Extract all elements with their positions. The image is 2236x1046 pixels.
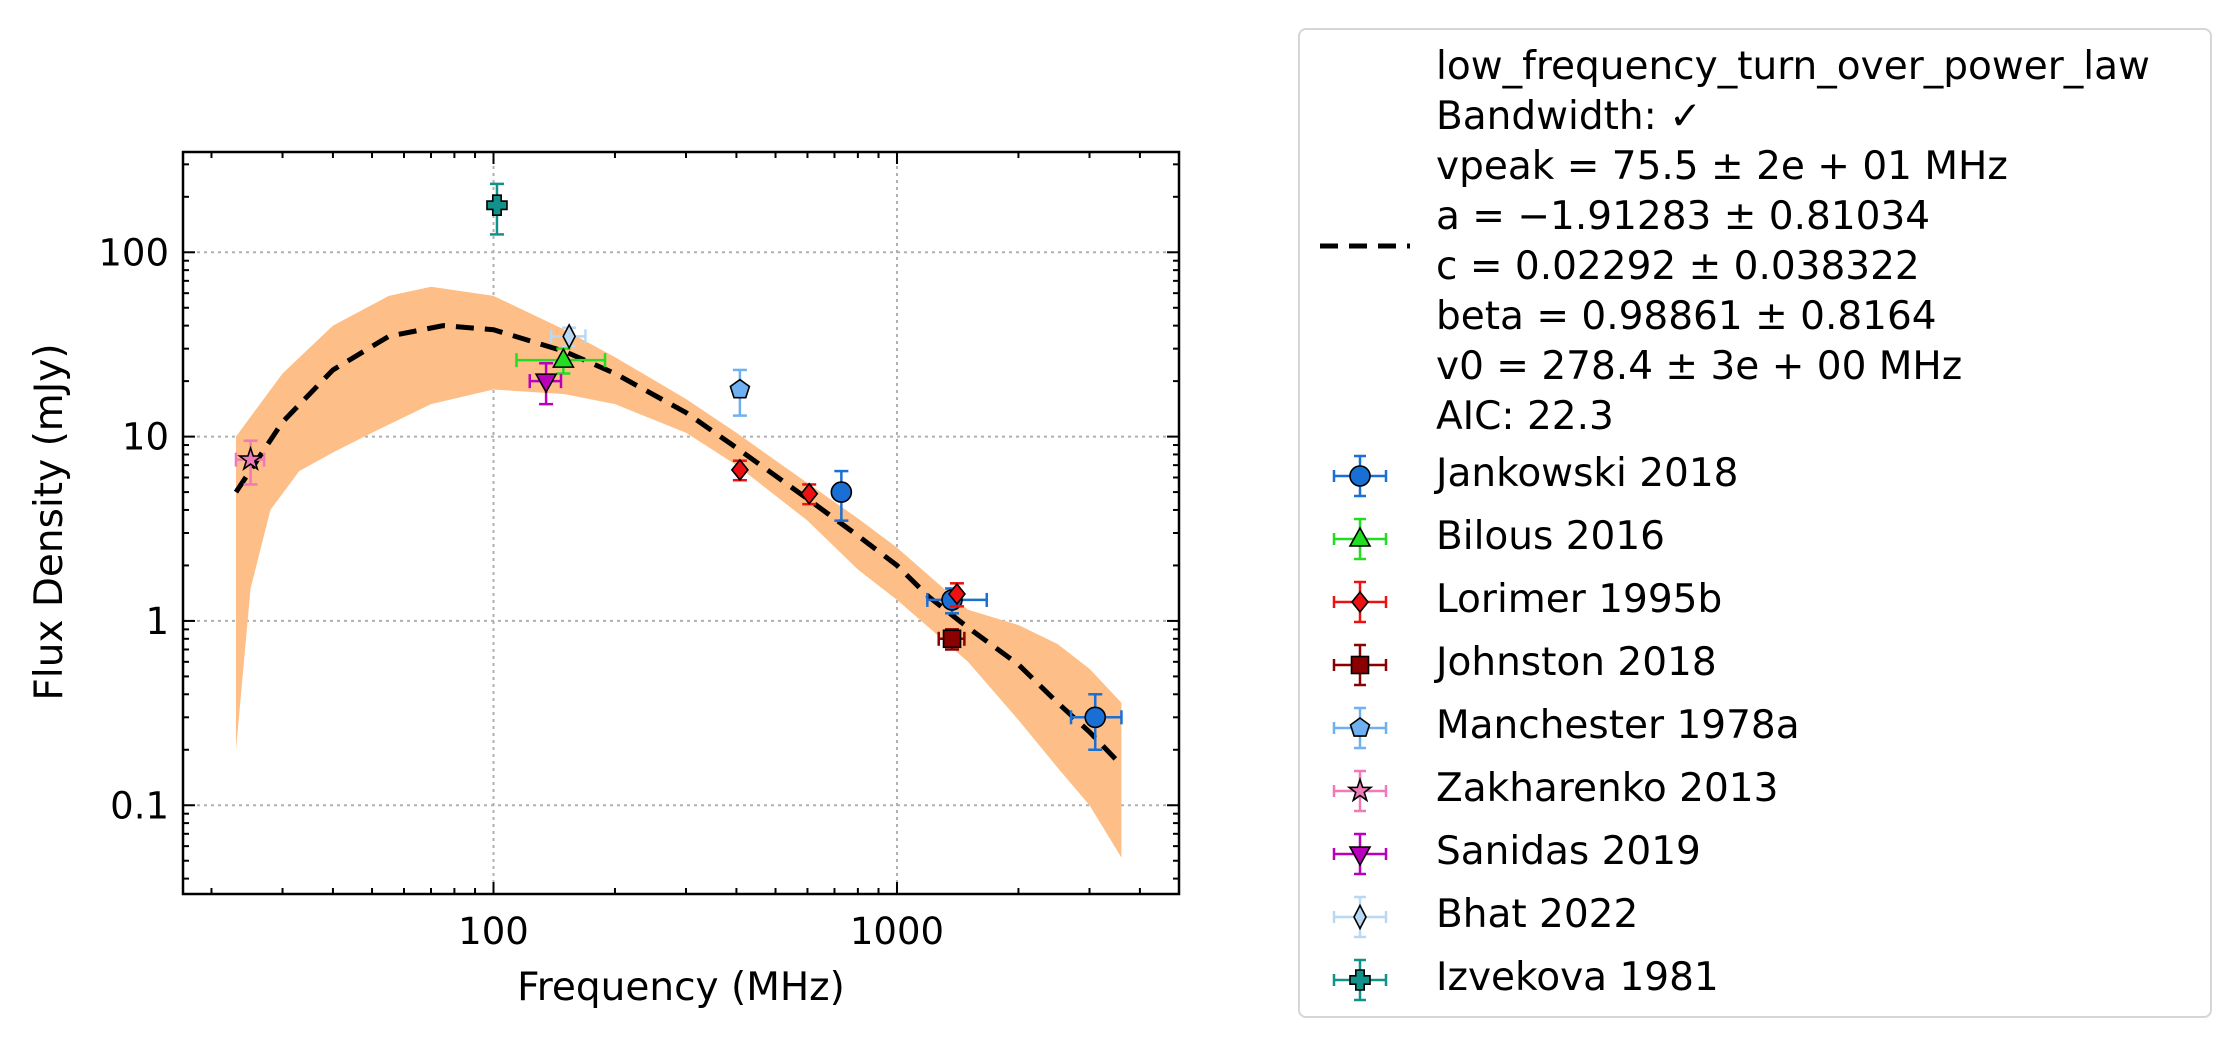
legend-item-bilous-2016: Bilous 2016 (1300, 507, 2210, 570)
fit-vpeak: vpeak = 75.5 ± 2e + 01 MHz (1436, 144, 2008, 189)
legend-item-bhat-2022: Bhat 2022 (1300, 885, 2210, 948)
data-point (1084, 706, 1107, 729)
fit-param-a: a = −1.91283 ± 0.81034 (1436, 194, 1931, 239)
legend-marker (1332, 643, 1388, 687)
data-point (729, 378, 751, 399)
legend-marker (1332, 580, 1388, 624)
x-tick-label: 1000 (850, 910, 944, 953)
series-sanidas-2019 (528, 362, 563, 406)
grid-lines (183, 152, 1179, 894)
legend-marker-shape (1350, 590, 1370, 614)
legend-marker-shape (1348, 526, 1372, 547)
legend-label: Zakharenko 2013 (1436, 766, 1779, 811)
fit-param-c: c = 0.02292 ± 0.038322 (1436, 244, 1920, 289)
x-tick-label: 100 (458, 910, 529, 953)
x-axis-label: Frequency (MHz) (517, 965, 845, 1010)
fit-param-v0: v0 = 278.4 ± 3e + 00 MHz (1436, 344, 1963, 389)
y-axis-label: Flux Density (mJy) (27, 343, 72, 700)
series-bhat-2022 (549, 323, 587, 350)
data-point (486, 194, 508, 217)
legend-label: Izvekova 1981 (1436, 955, 1719, 1000)
legend-marker (1332, 832, 1388, 876)
legend-marker (1332, 769, 1388, 813)
legend-marker (1332, 454, 1388, 498)
data-point (562, 323, 577, 350)
series-bilous-2016 (515, 347, 607, 375)
series-manchester-1978a (729, 368, 751, 417)
legend-label: Johnston 2018 (1436, 640, 1717, 685)
legend-marker-shape (1353, 903, 1367, 931)
data-point (942, 629, 962, 649)
plot-frame (181, 150, 1181, 896)
legend-marker (1332, 895, 1388, 939)
data-point (552, 347, 575, 368)
legend-label: Manchester 1978a (1436, 703, 1800, 748)
y-tick-label: 100 (98, 231, 169, 274)
series-izvekova-1981 (486, 182, 508, 236)
series-zakharenko-2013 (234, 439, 266, 486)
data-point (830, 481, 853, 503)
legend-marker-shape (1350, 655, 1370, 675)
legend-item-johnston-2018: Johnston 2018 (1300, 633, 2210, 696)
legend-label: Bhat 2022 (1436, 892, 1639, 937)
legend-marker-shape (1349, 465, 1371, 487)
data-point (534, 373, 558, 394)
fit-legend-text: low_frequency_turn_over_power_law Bandwi… (1436, 42, 2150, 442)
fit-legend-line (1320, 243, 1410, 249)
legend-item-izvekova-1981: Izvekova 1981 (1300, 948, 2210, 1011)
fit-uncertainty-band (235, 286, 1122, 858)
legend-marker-shape (1348, 846, 1372, 867)
legend-item-lorimer-1995b: Lorimer 1995b (1300, 570, 2210, 633)
data-point (947, 582, 966, 606)
legend-item-zakharenko-2013: Zakharenko 2013 (1300, 759, 2210, 822)
legend-marker-shape (1349, 717, 1371, 737)
legend-item-jankowski-2018: Jankowski 2018 (1300, 444, 2210, 507)
y-tick-label: 0.1 (110, 784, 169, 827)
chart-plot: 100 1000 0.1 1 10 100 Frequency (MHz) Flux De… (27, 150, 1181, 1010)
legend-marker-shape (1346, 776, 1374, 803)
fit-band (235, 286, 1122, 858)
data-point (800, 482, 819, 505)
legend-marker (1332, 706, 1388, 750)
legend-label: Bilous 2016 (1436, 514, 1665, 559)
axes-frame: 100 1000 0.1 1 10 100 (98, 150, 1181, 953)
fit-bandwidth: Bandwidth: ✓ (1436, 94, 1702, 139)
fit-aic: AIC: 22.3 (1436, 394, 1614, 439)
y-tick-label: 1 (145, 600, 169, 643)
legend-marker-shape (1349, 969, 1371, 991)
data-point (237, 445, 264, 471)
data-point (730, 458, 749, 482)
fit-param-beta: beta = 0.98861 ± 0.8164 (1436, 294, 1937, 339)
series-jankowski-2018 (830, 469, 1123, 752)
legend: low_frequency_turn_over_power_law Bandwi… (1298, 28, 2212, 1018)
data-points (234, 182, 1123, 752)
legend-label: Lorimer 1995b (1436, 577, 1723, 622)
y-tick-label: 10 (122, 416, 169, 459)
legend-item-manchester-1978a: Manchester 1978a (1300, 696, 2210, 759)
legend-label: Jankowski 2018 (1436, 451, 1739, 496)
series-johnston-2018 (937, 628, 966, 651)
legend-marker (1332, 517, 1388, 561)
legend-item-sanidas-2019: Sanidas 2019 (1300, 822, 2210, 885)
series-lorimer-1995b (730, 458, 966, 608)
fit-model-name: low_frequency_turn_over_power_law (1436, 44, 2150, 89)
legend-label: Sanidas 2019 (1436, 829, 1701, 874)
legend-marker (1332, 958, 1388, 1002)
